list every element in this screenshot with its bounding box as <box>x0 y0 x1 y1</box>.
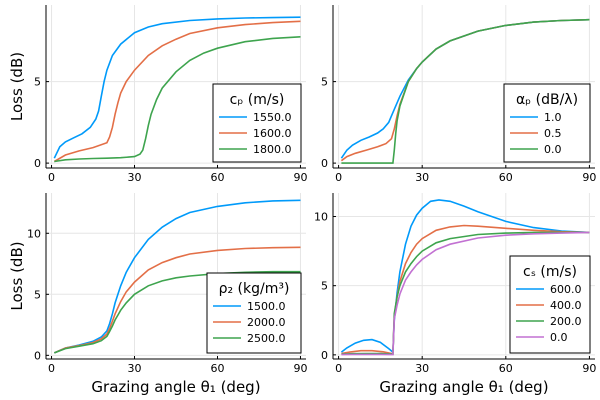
series-line-2000.0 <box>53 246 301 354</box>
series-line-1500.0 <box>53 199 301 354</box>
x-tick-label: 60 <box>210 171 224 184</box>
legend-entry: 1600.0 <box>253 127 292 140</box>
x-axis-label: Grazing angle θ₁ (deg) <box>91 378 260 396</box>
series-line-1800.0 <box>54 36 301 163</box>
x-tick-label: 0 <box>335 362 342 375</box>
y-axis-label: Loss (dB) <box>8 241 26 310</box>
legend-entry: 0.5 <box>544 127 562 140</box>
x-tick-label: 90 <box>582 362 596 375</box>
x-tick-label: 60 <box>210 362 224 375</box>
legend-entry: 400.0 <box>550 299 582 312</box>
panel-2: 0 30 60 90 0 5 αₚ (dB/λ) 1.0 0.5 0.0 <box>321 5 596 184</box>
series-line-0.0 <box>341 18 590 164</box>
x-tick-label: 90 <box>293 362 307 375</box>
y-tick-label: 0 <box>34 349 41 362</box>
series-line-400.0 <box>341 224 590 355</box>
y-axis-label: Loss (dB) <box>8 52 26 121</box>
legend-entry: 1800.0 <box>253 143 292 156</box>
y-tick-label: 5 <box>321 280 328 293</box>
x-tick-label: 30 <box>415 171 429 184</box>
panel-4: 0 30 60 90 0 5 10 Grazing angle θ₁ (deg) cₛ (m/s… <box>314 193 596 396</box>
legend-entry: 1500.0 <box>247 300 286 313</box>
y-tick-label: 10 <box>314 211 328 224</box>
legend-title: cₚ (m/s) <box>230 92 285 108</box>
legend-box <box>206 272 302 354</box>
legend-entry: 0.0 <box>550 331 568 344</box>
legend-title: cₛ (m/s) <box>523 264 577 280</box>
x-tick-label: 60 <box>499 362 513 375</box>
series-line-0.0 <box>341 231 590 356</box>
y-tick-label: 0 <box>321 349 328 362</box>
y-tick-label: 5 <box>34 76 41 89</box>
x-tick-label: 0 <box>48 362 55 375</box>
legend-title: αₚ (dB/λ) <box>516 92 578 108</box>
legend-entry: 2500.0 <box>247 332 286 345</box>
legend-entry: 1.0 <box>544 111 562 124</box>
legend-entry: 1550.0 <box>253 111 292 124</box>
x-tick-label: 30 <box>128 362 142 375</box>
legend-entry: 200.0 <box>550 315 582 328</box>
x-tick-label: 90 <box>582 171 596 184</box>
y-tick-label: 0 <box>34 157 41 170</box>
series-line-1550.0 <box>53 16 301 159</box>
x-tick-label: 30 <box>128 171 142 184</box>
panel-1: 0 30 60 90 0 5 Loss (dB) cₚ (m/s) 1550.0 1600.0 18… <box>8 5 307 184</box>
y-tick-label: 10 <box>27 227 41 240</box>
series-line-600.0 <box>340 199 590 354</box>
legend-entry: 600.0 <box>550 283 582 296</box>
y-tick-label: 5 <box>321 76 328 89</box>
y-tick-label: 5 <box>34 288 41 301</box>
x-tick-label: 30 <box>415 362 429 375</box>
x-tick-label: 0 <box>48 171 55 184</box>
x-tick-label: 90 <box>293 171 307 184</box>
x-tick-label: 60 <box>499 171 513 184</box>
series-line-200.0 <box>341 231 590 356</box>
legend-entry: 0.0 <box>544 143 562 156</box>
x-axis-label: Grazing angle θ₁ (deg) <box>379 378 548 396</box>
legend-title: ρ₂ (kg/m³) <box>219 281 290 297</box>
x-tick-label: 0 <box>335 171 342 184</box>
y-tick-label: 0 <box>321 157 328 170</box>
legend-entry: 2000.0 <box>247 316 286 329</box>
series-line-1600.0 <box>53 20 301 163</box>
